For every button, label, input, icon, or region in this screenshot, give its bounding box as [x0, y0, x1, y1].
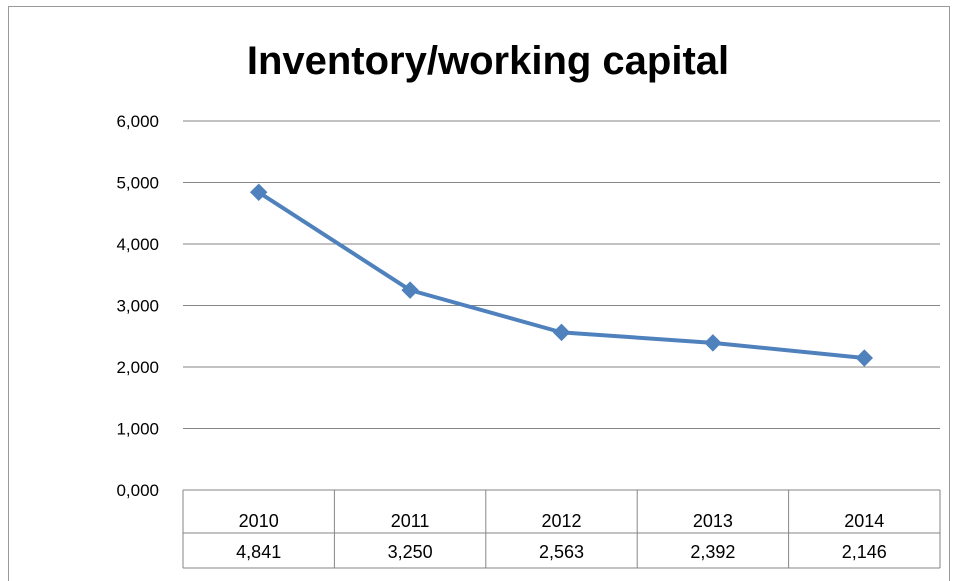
x-tick-label: 2013: [693, 511, 733, 531]
y-tick-label: 4,000: [116, 235, 159, 254]
y-tick-label: 1,000: [116, 420, 159, 439]
x-tick-label: 2011: [391, 511, 430, 531]
y-tick-label: 2,000: [116, 358, 159, 377]
data-table: 2010 4,841 2011 3,250 2012 2,563 2013 2,392 2014…: [182, 490, 941, 569]
series: [249, 183, 874, 367]
data-point: [855, 349, 874, 367]
data-point: [704, 334, 722, 352]
table-value: 4,841: [236, 542, 281, 562]
x-tick-label: 2010: [239, 511, 279, 531]
x-tick-label: 2014: [844, 511, 884, 531]
y-tick-label: 0,000: [116, 481, 159, 500]
chart-frame: [8, 6, 950, 581]
table-value: 2,563: [539, 542, 584, 562]
table-value: 3,250: [388, 542, 433, 562]
y-tick-label: 6,000: [116, 112, 159, 131]
x-tick-label: 2012: [541, 511, 581, 531]
table-value: 2,146: [842, 542, 887, 562]
y-tick-label: 3,000: [116, 297, 159, 316]
data-point: [401, 281, 419, 299]
y-tick-label: 5,000: [116, 174, 159, 193]
table-value: 2,392: [690, 542, 735, 562]
chart-title: Inventory/working capital: [247, 39, 729, 83]
data-point: [552, 323, 571, 342]
grid: [183, 120, 940, 491]
data-point: [249, 183, 268, 201]
y-axis-ticks: 0,000 1,000 2,000 3,000 4,000 5,000 6,000: [116, 112, 159, 500]
